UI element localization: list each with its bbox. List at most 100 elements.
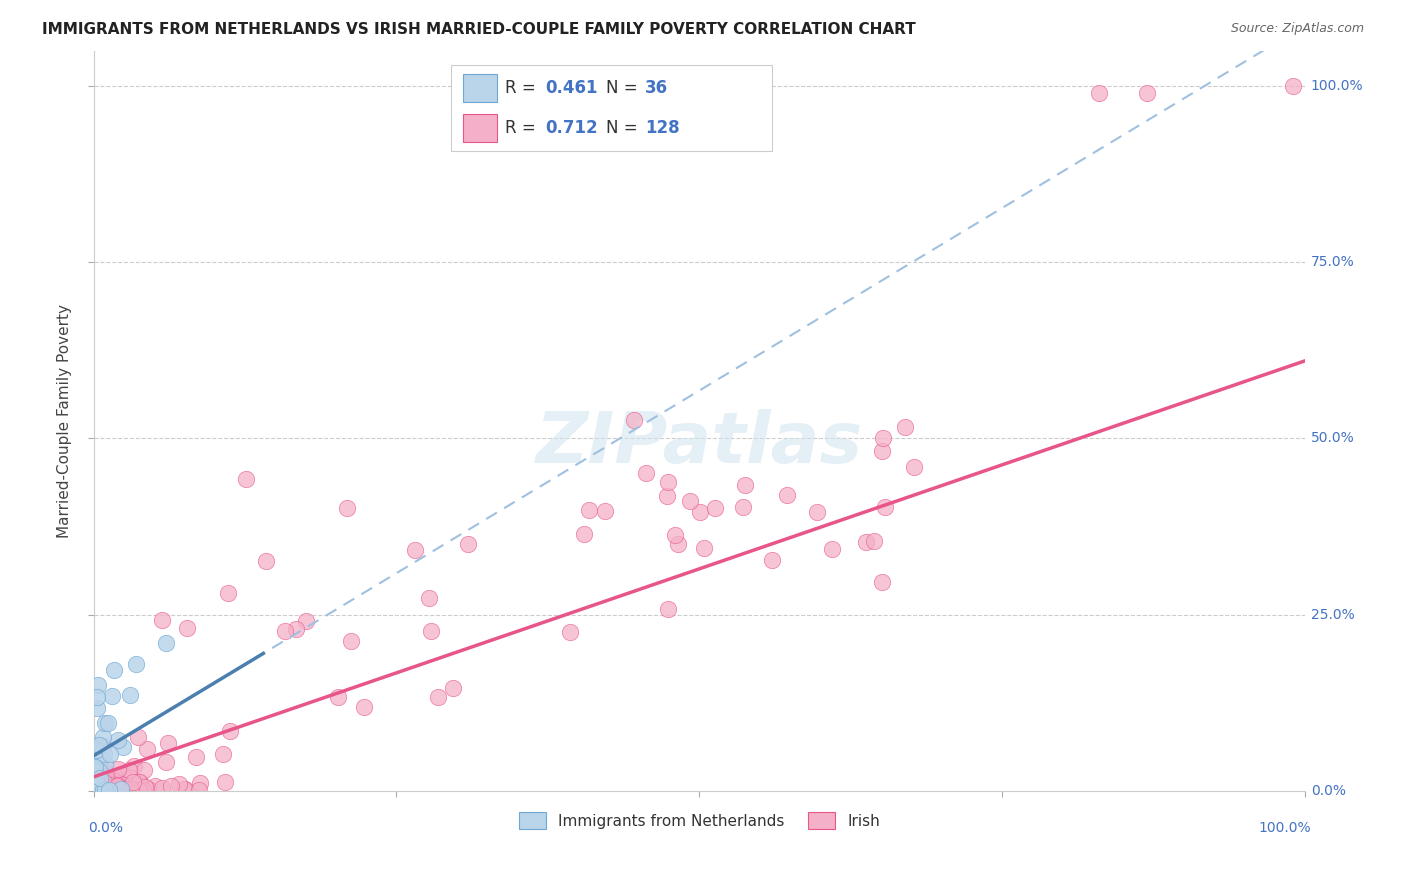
Point [336, 500, 359, 515]
Point [117, 764, 139, 778]
Point [87, 782, 110, 797]
Point [426, 690, 449, 704]
Point [418, 591, 440, 605]
Point [128, 783, 150, 797]
Point [100, 774, 122, 789]
Point [572, 526, 595, 541]
Point [211, 747, 233, 761]
Text: N =: N = [606, 119, 643, 136]
Point [128, 775, 150, 789]
Point [657, 489, 679, 503]
Legend: Immigrants from Netherlands, Irish: Immigrants from Netherlands, Irish [512, 806, 886, 835]
Point [679, 494, 702, 508]
Point [86, 690, 108, 704]
Text: 100.0%: 100.0% [1258, 821, 1310, 835]
Point [94, 716, 117, 731]
Point [274, 624, 297, 638]
Point [105, 775, 128, 789]
Point [132, 763, 155, 777]
Point [136, 782, 159, 797]
Text: R =: R = [506, 119, 541, 136]
Point [89, 779, 111, 793]
Point [94, 780, 117, 795]
Point [86, 783, 108, 797]
Point [870, 443, 893, 458]
Text: 25.0%: 25.0% [1310, 607, 1354, 622]
Point [110, 781, 132, 796]
Point [218, 724, 240, 739]
Point [83, 754, 105, 768]
Point [558, 625, 581, 640]
Point [188, 783, 211, 797]
Point [89, 780, 111, 794]
Point [127, 730, 149, 744]
Point [89, 771, 111, 785]
Point [101, 689, 124, 703]
Point [110, 767, 132, 781]
Point [125, 657, 148, 671]
Point [89, 773, 111, 788]
Point [872, 575, 894, 590]
Point [666, 537, 689, 551]
Point [657, 475, 679, 489]
Point [693, 541, 716, 555]
Point [118, 688, 141, 702]
Point [87, 764, 110, 778]
Point [733, 500, 755, 514]
Point [235, 472, 257, 486]
Text: 50.0%: 50.0% [1310, 432, 1354, 445]
Point [120, 781, 142, 796]
Point [636, 466, 658, 480]
Point [97, 715, 120, 730]
Point [83, 764, 105, 778]
Point [136, 742, 159, 756]
Text: 36: 36 [645, 79, 668, 97]
Point [87, 780, 110, 794]
Point [339, 634, 361, 648]
Point [214, 775, 236, 789]
FancyBboxPatch shape [451, 65, 772, 151]
Point [107, 733, 129, 747]
Point [103, 663, 125, 677]
Point [903, 459, 925, 474]
Point [84, 774, 107, 789]
Point [96, 771, 118, 785]
Point [86, 747, 108, 762]
Point [404, 543, 426, 558]
Point [734, 478, 756, 492]
Point [93, 771, 115, 785]
Point [872, 431, 894, 445]
Point [115, 782, 138, 797]
Point [107, 762, 129, 776]
Point [761, 552, 783, 566]
FancyBboxPatch shape [463, 113, 496, 142]
Text: ZIPatlas: ZIPatlas [536, 409, 863, 477]
Point [110, 782, 132, 797]
Text: 75.0%: 75.0% [1310, 255, 1354, 269]
Point [84, 780, 107, 794]
Point [97, 778, 120, 792]
Point [593, 504, 616, 518]
Point [176, 621, 198, 635]
Text: IMMIGRANTS FROM NETHERLANDS VS IRISH MARRIED-COUPLE FAMILY POVERTY CORRELATION C: IMMIGRANTS FROM NETHERLANDS VS IRISH MAR… [42, 22, 915, 37]
Point [84, 779, 107, 793]
Point [1136, 86, 1159, 100]
Point [87, 783, 110, 797]
Point [155, 755, 177, 769]
Point [91, 779, 114, 793]
Point [87, 782, 110, 797]
Point [89, 765, 111, 780]
Point [91, 731, 114, 745]
Point [97, 783, 120, 797]
Point [93, 747, 115, 762]
Point [84, 743, 107, 757]
Point [120, 771, 142, 785]
Point [86, 756, 108, 770]
Text: 0.712: 0.712 [546, 119, 598, 136]
Point [420, 624, 443, 638]
Text: 0.0%: 0.0% [1310, 784, 1346, 798]
Point [87, 678, 110, 692]
Point [111, 740, 134, 755]
Point [93, 756, 115, 771]
Point [104, 777, 127, 791]
